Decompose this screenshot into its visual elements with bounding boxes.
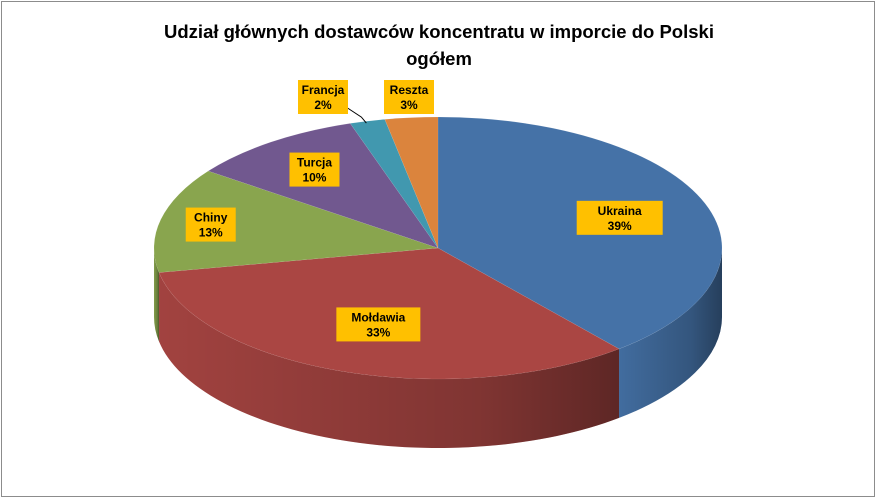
data-label-value-chiny: 13% xyxy=(199,226,223,240)
chart-title-line-2: ogółem xyxy=(406,48,472,69)
data-label-category-ukraina: Ukraina xyxy=(598,204,642,218)
data-label-box-francja xyxy=(298,80,348,114)
chart-title-line-1: Udział głównych dostawców koncentratu w … xyxy=(164,21,714,42)
data-label-box-moldawia xyxy=(336,307,421,342)
data-label-value-reszta: 3% xyxy=(400,98,418,112)
leader-line-francja xyxy=(345,106,367,124)
slice-side-shade-moldawia xyxy=(159,272,620,448)
data-label-value-ukraina: 39% xyxy=(608,219,632,233)
data-label-value-turcja: 10% xyxy=(302,171,326,185)
data-label-category-francja: Francja xyxy=(302,83,345,97)
chart-title: Udział głównych dostawców koncentratu w … xyxy=(2,18,876,72)
data-label-box-reszta xyxy=(384,80,434,114)
data-label-box-chiny xyxy=(185,207,236,242)
data-label-box-turcja xyxy=(289,152,340,187)
slice-reszta xyxy=(384,116,439,249)
data-label-category-reszta: Reszta xyxy=(390,83,429,97)
data-label-category-chiny: Chiny xyxy=(194,211,228,225)
data-label-box-ukraina xyxy=(576,200,663,235)
data-label-category-moldawia: Mołdawia xyxy=(351,310,405,324)
slice-chiny xyxy=(153,170,439,273)
data-label-value-moldawia: 33% xyxy=(366,325,390,339)
data-label-value-francja: 2% xyxy=(314,98,332,112)
slice-francja xyxy=(349,119,439,249)
data-label-category-turcja: Turcja xyxy=(297,156,332,170)
slice-side-shade-chiny xyxy=(154,248,160,342)
slice-side-shade-ukraina xyxy=(619,248,722,418)
